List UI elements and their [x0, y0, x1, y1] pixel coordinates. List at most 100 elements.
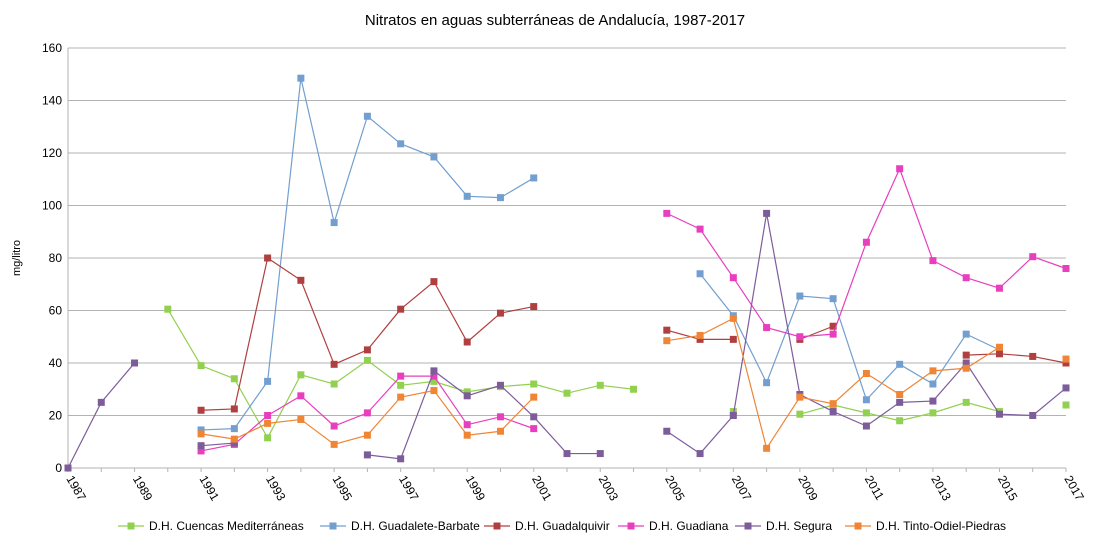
- data-point: [1062, 355, 1070, 363]
- y-tick-label: 20: [49, 409, 63, 423]
- series-line: [966, 353, 1067, 364]
- data-point: [363, 431, 371, 439]
- data-point: [330, 219, 338, 227]
- data-point: [430, 372, 438, 380]
- data-point: [929, 397, 937, 405]
- legend-label: D.H. Guadalete-Barbate: [351, 519, 480, 533]
- data-point: [230, 375, 238, 383]
- data-point: [829, 400, 837, 408]
- data-point: [729, 412, 737, 419]
- data-point: [530, 413, 538, 421]
- data-point: [896, 398, 904, 406]
- data-point: [630, 385, 638, 393]
- data-point: [330, 380, 338, 388]
- legend-label: D.H. Cuencas Mediterráneas: [149, 519, 304, 533]
- legend-swatch: [127, 522, 135, 530]
- data-point: [1062, 401, 1070, 409]
- y-tick-label: 160: [42, 41, 62, 55]
- data-point: [463, 338, 471, 346]
- series-line: [201, 442, 235, 447]
- x-tick-label: 1993: [263, 473, 289, 503]
- data-point: [1062, 359, 1070, 367]
- x-tick-label: 1997: [396, 473, 422, 503]
- data-point: [763, 209, 771, 217]
- data-point: [862, 370, 870, 377]
- data-point: [962, 274, 970, 282]
- x-tick-label: 2011: [862, 473, 887, 503]
- x-tick-label: 1987: [63, 473, 89, 503]
- series-line: [666, 167, 1067, 338]
- data-point: [1062, 384, 1070, 392]
- legend-label: D.H. Tinto-Odiel-Piedras: [876, 519, 1006, 533]
- data-point: [896, 391, 904, 398]
- data-point: [896, 417, 904, 425]
- data-point: [264, 377, 272, 385]
- data-point: [64, 464, 72, 472]
- data-point: [363, 356, 371, 364]
- data-point: [796, 292, 804, 300]
- data-point: [164, 305, 172, 313]
- data-point: [962, 364, 970, 372]
- data-point: [995, 343, 1003, 351]
- data-point: [696, 335, 704, 343]
- chart-title: Nitratos en aguas subterráneas de Andalu…: [365, 12, 745, 29]
- data-point: [397, 455, 405, 463]
- x-tick-label: 2005: [662, 473, 688, 503]
- legend-item: D.H. Cuencas Mediterráneas: [118, 519, 304, 533]
- data-point: [995, 284, 1003, 292]
- data-point: [862, 422, 870, 430]
- data-point: [663, 326, 671, 334]
- data-point: [264, 419, 272, 427]
- series-line: [201, 257, 534, 411]
- data-point: [596, 381, 604, 389]
- x-tick-label: 1999: [463, 473, 489, 503]
- legend-item: D.H. Guadalete-Barbate: [320, 519, 480, 533]
- data-point: [563, 450, 571, 458]
- y-tick-label: 0: [55, 461, 62, 475]
- data-point: [995, 350, 1003, 358]
- data-point: [663, 337, 671, 345]
- series: [197, 165, 1070, 455]
- data-point: [696, 270, 704, 278]
- data-point: [829, 295, 837, 303]
- data-point: [896, 360, 904, 368]
- data-point: [297, 415, 305, 423]
- data-point: [297, 74, 305, 82]
- data-point: [264, 434, 272, 442]
- data-point: [796, 333, 804, 341]
- legend-label: D.H. Guadalquivir: [515, 519, 610, 533]
- data-point: [596, 450, 604, 458]
- y-tick-label: 100: [42, 199, 62, 213]
- data-point: [729, 314, 737, 322]
- x-tick-label: 2017: [1061, 473, 1087, 503]
- data-point: [197, 426, 205, 434]
- data-point: [397, 305, 405, 313]
- data-point: [463, 421, 471, 429]
- data-point: [896, 165, 904, 173]
- legend-item: D.H. Guadalquivir: [484, 519, 610, 533]
- data-point: [496, 413, 504, 421]
- data-point: [397, 140, 405, 148]
- x-tick-label: 2009: [795, 473, 821, 503]
- data-point: [663, 209, 671, 217]
- data-point: [430, 278, 438, 286]
- data-point: [962, 351, 970, 359]
- data-point: [962, 330, 970, 338]
- data-point: [397, 393, 405, 401]
- data-point: [796, 410, 804, 418]
- data-point: [463, 388, 471, 396]
- data-point: [696, 225, 704, 233]
- x-tick-label: 1989: [130, 473, 156, 503]
- data-point: [397, 381, 405, 389]
- data-point: [230, 405, 238, 413]
- legend-swatch: [854, 522, 862, 530]
- data-point: [530, 380, 538, 388]
- data-point: [862, 409, 870, 417]
- x-tick-label: 2013: [928, 473, 954, 503]
- x-tick-label: 1995: [330, 473, 356, 503]
- data-point: [763, 324, 771, 332]
- legend: D.H. Cuencas Mediterráneas D.H. Guadalete…: [118, 519, 1006, 533]
- series: [164, 305, 1070, 442]
- data-point: [463, 192, 471, 200]
